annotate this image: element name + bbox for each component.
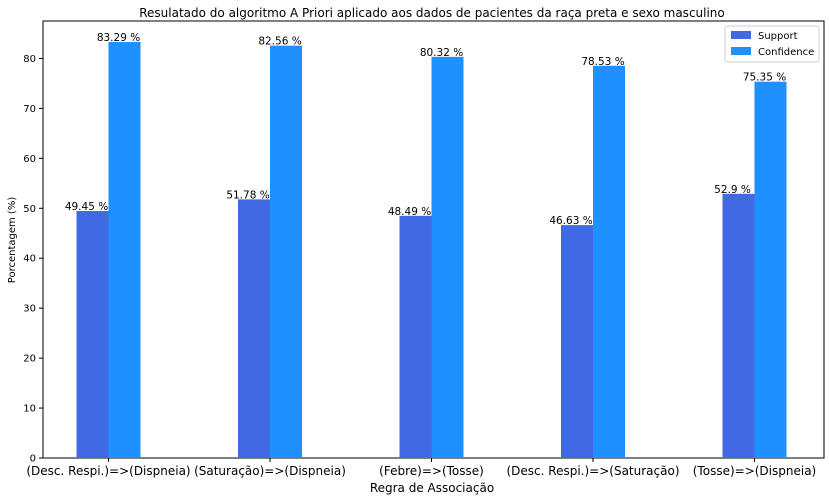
x-tick-label-1: (Saturação)=>(Dispneia) [194, 464, 346, 478]
legend: Support Confidence [724, 25, 820, 63]
data-label-support-2: 48.49 % [388, 206, 431, 218]
data-label-confidence-1: 82.56 % [258, 36, 301, 48]
y-tick-label-1: 10 [23, 404, 36, 415]
bar-support-3 [561, 225, 593, 458]
bars-group [76, 42, 787, 459]
x-tick-label-4: (Tosse)=>(Dispneia) [693, 464, 816, 478]
y-tick-label-4: 40 [23, 254, 36, 265]
y-tick-label-3: 30 [23, 304, 36, 315]
legend-label-support: Support [758, 31, 798, 42]
bar-confidence-4 [754, 81, 787, 458]
bar-support-0 [76, 211, 109, 458]
y-tick-label-7: 70 [23, 104, 36, 115]
data-label-support-1: 51.78 % [226, 189, 269, 201]
y-axis: 0 10 20 30 40 50 60 70 80 [23, 54, 43, 465]
bar-support-2 [399, 215, 432, 458]
y-tick-label-8: 80 [23, 54, 36, 65]
data-label-support-4: 52.9 % [714, 184, 751, 196]
data-labels: 49.45 % 83.29 % 51.78 % 82.56 % 48.49 % 80.32… [65, 32, 786, 227]
data-label-confidence-4: 75.35 % [743, 72, 786, 84]
bar-support-4 [722, 193, 755, 458]
x-axis-label: Regra de Associação [370, 481, 494, 495]
bar-confidence-3 [593, 65, 625, 459]
y-tick-label-0: 0 [30, 454, 36, 465]
data-label-confidence-3: 78.53 % [581, 56, 624, 68]
data-label-confidence-2: 80.32 % [420, 47, 463, 59]
y-tick-label-2: 20 [23, 354, 36, 365]
x-axis: (Desc. Respi.)=>(Dispneia) (Saturação)=>(… [26, 458, 816, 478]
bar-support-1 [238, 199, 270, 459]
x-tick-label-2: (Febre)=>(Tosse) [379, 464, 484, 478]
y-tick-label-6: 60 [23, 154, 36, 165]
legend-swatch-confidence [731, 47, 751, 55]
legend-swatch-support [731, 31, 751, 39]
bar-confidence-2 [431, 56, 464, 458]
chart-title: Resulatado do algoritmo A Priori aplicad… [139, 6, 725, 20]
y-axis-label: Porcentagem (%) [7, 197, 18, 284]
legend-label-confidence: Confidence [758, 47, 814, 58]
bar-confidence-1 [270, 45, 302, 458]
data-label-confidence-0: 83.29 % [97, 32, 140, 44]
data-label-support-0: 49.45 % [65, 201, 108, 213]
bar-confidence-0 [108, 42, 141, 459]
x-tick-label-3: (Desc. Respi.)=>(Saturação) [507, 464, 680, 478]
x-tick-label-0: (Desc. Respi.)=>(Dispneia) [26, 464, 190, 478]
data-label-support-3: 46.63 % [549, 215, 592, 227]
y-tick-label-5: 50 [23, 204, 36, 215]
